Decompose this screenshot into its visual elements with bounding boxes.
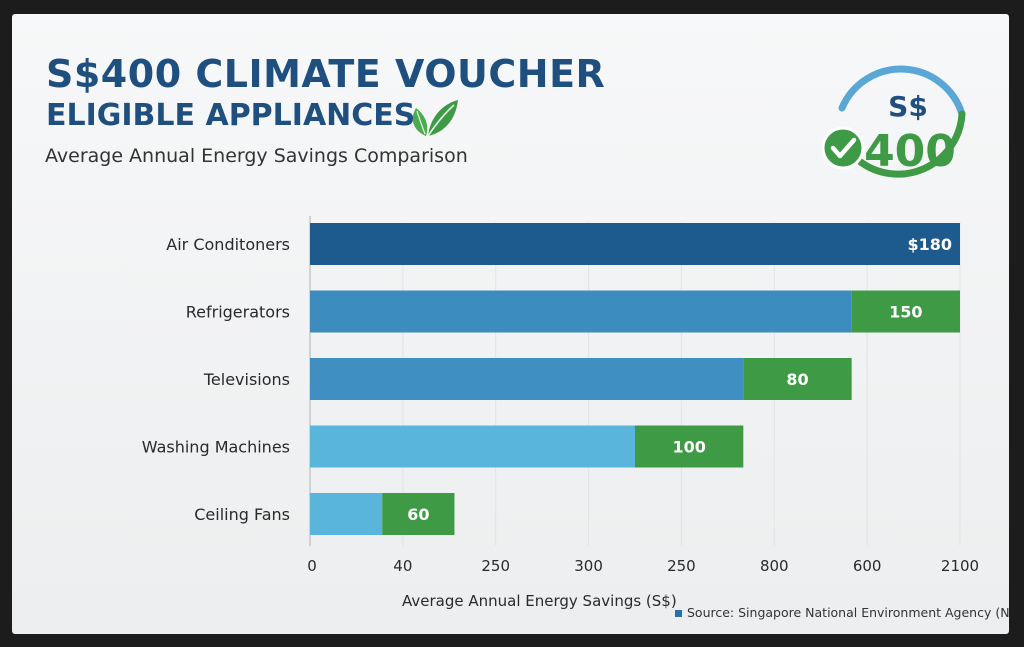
category-label: Televisions [203, 370, 290, 389]
x-tick-label: 250 [481, 557, 510, 575]
bar-primary [310, 493, 383, 535]
source-note: Source: Singapore National Environment A… [675, 605, 1009, 620]
x-tick-label: 600 [853, 557, 882, 575]
category-label: Air Conditoners [166, 235, 290, 254]
infographic-frame: 0 40 250 300 250 800 600 2100 Air Conditoners $18… [12, 14, 1009, 634]
data-label: $180 [907, 235, 952, 254]
title-line-2: ELIGIBLE APPLIANCES [46, 98, 416, 133]
bar-primary [310, 425, 635, 468]
category-label: Ceiling Fans [194, 505, 290, 524]
data-label: 80 [786, 370, 808, 389]
bar-segment-green [851, 290, 960, 333]
check-circle-icon [821, 126, 865, 170]
data-label: 150 [889, 303, 922, 322]
badge-currency: S$ [888, 90, 928, 123]
bar-segment-green [743, 358, 852, 400]
bar-primary [310, 290, 852, 333]
category-label: Refrigerators [186, 303, 290, 322]
bar-segment-green [635, 425, 744, 468]
category-label: Washing Machines [142, 438, 290, 457]
x-tick-label: 0 [307, 557, 317, 575]
data-label: 100 [672, 438, 705, 457]
bar-segment-green [382, 493, 455, 535]
x-tick-label: 40 [393, 557, 412, 575]
x-tick-label: 2100 [941, 557, 979, 575]
bar-chart: 0 40 250 300 250 800 600 2100 Air Conditoners $18… [142, 216, 979, 575]
voucher-badge: S$ 400 [821, 65, 966, 178]
badge-amount: 400 [864, 126, 956, 177]
bar-primary [310, 358, 744, 400]
leaf-icon [412, 100, 458, 137]
bar-primary [310, 223, 960, 265]
x-tick-label: 800 [760, 557, 789, 575]
data-label: 60 [407, 505, 429, 524]
x-tick-label: 300 [574, 557, 603, 575]
legend-square [675, 610, 682, 617]
x-tick-label: 250 [667, 557, 696, 575]
title-line-1: S$400 CLIMATE VOUCHER [46, 52, 606, 96]
chart-subtitle: Average Annual Energy Savings Comparison [45, 145, 468, 167]
x-axis-title: Average Annual Energy Savings (S$) [402, 592, 677, 610]
source-text: Source: Singapore National Environment A… [687, 605, 1009, 620]
